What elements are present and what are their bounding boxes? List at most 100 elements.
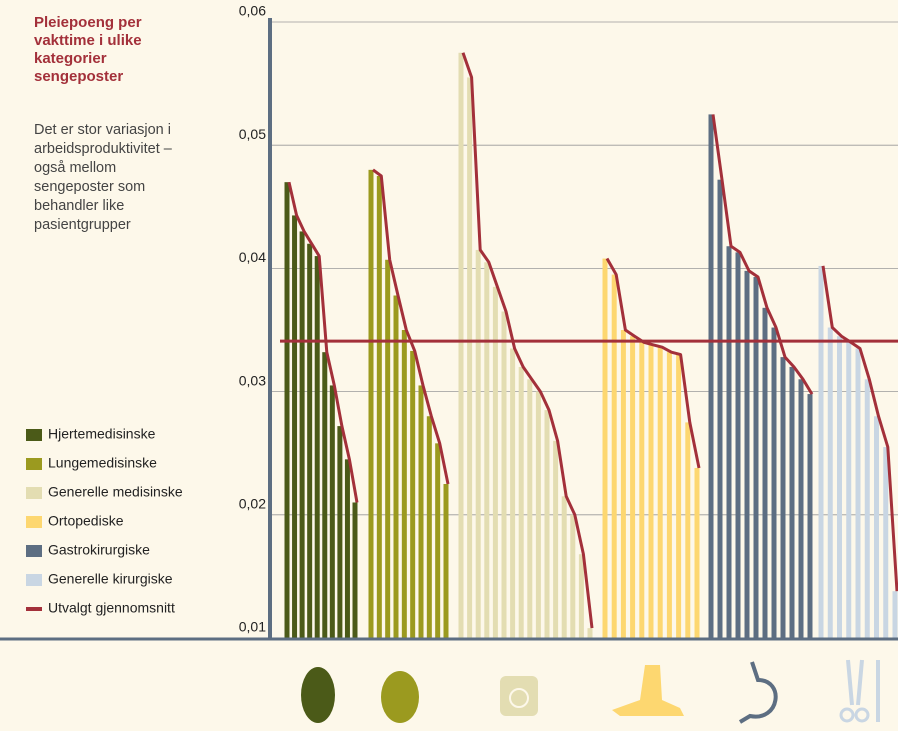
- y-tick-label: 0,02: [239, 496, 266, 512]
- bar: [676, 354, 682, 638]
- bar: [443, 484, 449, 638]
- medkit-cross: [509, 688, 529, 708]
- bar: [527, 379, 533, 638]
- bar: [418, 385, 424, 638]
- group-line: [711, 114, 814, 395]
- bar: [458, 52, 464, 639]
- heart-icon: [301, 667, 335, 723]
- bar: [846, 342, 852, 638]
- bar: [807, 394, 813, 638]
- legend-swatch: [26, 574, 42, 586]
- y-tick-label: 0,03: [239, 372, 266, 388]
- bar: [780, 357, 786, 638]
- bar: [501, 311, 507, 638]
- y-tick-label: 0,01: [239, 619, 266, 635]
- bar: [587, 628, 593, 638]
- bar: [518, 366, 524, 638]
- group-line: [821, 265, 898, 592]
- tools-ring: [854, 707, 870, 723]
- y-tick-label: 0,05: [239, 126, 266, 142]
- legend-swatch: [26, 607, 42, 611]
- bar: [818, 265, 824, 638]
- bar: [666, 352, 672, 638]
- bar: [578, 554, 584, 638]
- bar: [798, 379, 804, 638]
- icons: [301, 659, 880, 724]
- bar: [410, 350, 416, 638]
- bar: [561, 496, 567, 638]
- bar: [726, 246, 732, 638]
- legend-swatch: [26, 429, 42, 441]
- bar: [744, 270, 750, 638]
- legend-label: Utvalgt gjennomsnitt: [48, 600, 175, 616]
- medkit-icon: [500, 676, 538, 716]
- bar: [648, 344, 654, 638]
- bar: [837, 336, 842, 638]
- bar: [535, 391, 541, 638]
- bar: [789, 366, 795, 638]
- legend-label: Gastrokirurgiske: [48, 542, 150, 558]
- bar: [685, 422, 691, 638]
- bar: [630, 336, 636, 638]
- group-line: [605, 257, 701, 469]
- bar: [694, 467, 700, 638]
- y-tick-label: 0,04: [239, 249, 266, 265]
- bar: [762, 307, 768, 638]
- bar: [435, 443, 441, 638]
- foot-icon: [612, 665, 684, 716]
- bar: [426, 416, 432, 638]
- bar: [735, 252, 741, 638]
- bar: [368, 169, 374, 638]
- chart-title: Pleiepoeng per vakttime i ulike kategori…: [34, 14, 142, 85]
- bar: [553, 440, 559, 638]
- bar: [344, 459, 350, 638]
- legend-swatch: [26, 545, 42, 557]
- bar: [620, 330, 626, 638]
- bar: [544, 410, 550, 638]
- lungs-icon: [381, 671, 419, 723]
- bar: [657, 347, 663, 638]
- group-line: [287, 181, 359, 503]
- legend-swatch: [26, 487, 42, 499]
- bar: [352, 502, 358, 638]
- stomach-icon: [738, 661, 778, 724]
- bar: [874, 416, 879, 638]
- bar: [855, 348, 861, 638]
- legend-label: Generelle kirurgiske: [48, 571, 173, 587]
- bar: [708, 114, 714, 638]
- bar: [492, 286, 498, 638]
- bar: [753, 277, 759, 638]
- chart-subtitle: Det er stor variasjon i arbeidsproduktiv…: [34, 122, 172, 233]
- bar: [611, 274, 617, 638]
- legend-swatch: [26, 458, 42, 470]
- bar: [314, 256, 320, 638]
- bar: [484, 262, 490, 638]
- tools-icon: [846, 659, 880, 722]
- bar: [570, 514, 576, 638]
- group-line: [461, 52, 594, 629]
- bar: [393, 295, 399, 638]
- tools-ring: [839, 707, 855, 723]
- bar: [602, 258, 608, 638]
- bar: [475, 249, 481, 639]
- bar: [322, 352, 328, 638]
- bar: [717, 179, 723, 639]
- bar: [883, 447, 889, 638]
- y-tick-label: 0,06: [239, 3, 266, 19]
- bar: [892, 591, 898, 638]
- legend-swatch: [26, 516, 42, 528]
- legend-label: Lungemedisinske: [48, 455, 157, 471]
- bar: [376, 176, 382, 638]
- legend-label: Generelle medisinske: [48, 484, 183, 500]
- bar: [639, 342, 645, 638]
- bar: [299, 231, 305, 638]
- bar: [337, 426, 343, 638]
- bar: [827, 327, 833, 638]
- bar: [307, 243, 313, 638]
- legend-label: Hjertemedisinske: [48, 426, 156, 442]
- bar: [864, 379, 870, 638]
- bar: [401, 330, 407, 638]
- bar: [771, 327, 777, 638]
